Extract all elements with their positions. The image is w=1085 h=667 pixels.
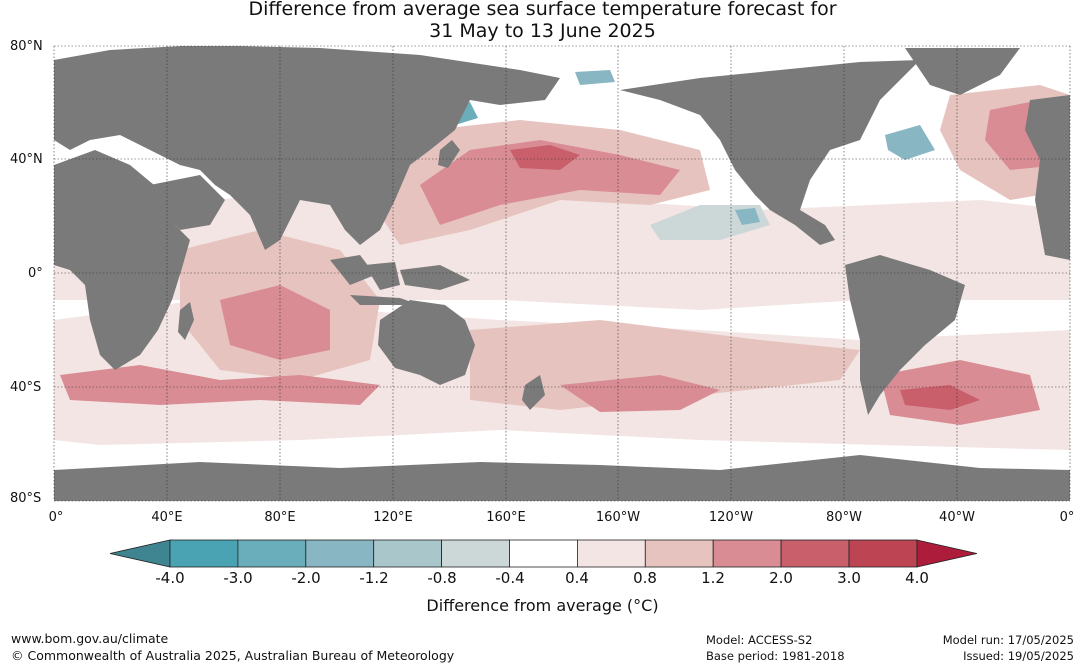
lat-label-40n: 40°N	[10, 152, 43, 167]
warm-anomaly-indian-ocean-core	[220, 285, 330, 360]
lat-label-40s: 40°S	[10, 380, 42, 395]
land-madagascar	[178, 302, 194, 340]
model-name: Model: ACCESS-S2	[706, 633, 813, 647]
colorbar-tick-label: -0.8	[427, 569, 457, 587]
colorbar-tick-label: -1.2	[359, 569, 389, 587]
map-title-line2: 31 May to 13 June 2025	[429, 20, 656, 42]
land-maritime-continent	[330, 255, 470, 305]
land-south-america	[845, 255, 965, 415]
land-layer	[54, 46, 1070, 501]
colorbar-bin	[237, 539, 307, 568]
colorbar-bin	[509, 539, 578, 568]
colorbar-tick-label: -2.0	[291, 569, 321, 587]
base-period: Base period: 1981-2018	[706, 649, 845, 663]
colorbar-tick-label: 0.8	[633, 569, 657, 587]
lon-label-120e: 120°E	[373, 510, 413, 525]
land-antarctica	[54, 455, 1070, 501]
land-eurasia	[54, 46, 560, 250]
copyright-text: © Commonwealth of Australia 2025, Austra…	[11, 648, 455, 663]
model-run-date: Model run: 17/05/2025	[942, 633, 1074, 647]
warm-anomaly-south-atlantic-hot	[900, 385, 980, 410]
lon-label-120w: 120°W	[708, 510, 754, 525]
lon-label-160w: 160°W	[595, 510, 641, 525]
colorbar-tick-label: -0.4	[495, 569, 525, 587]
colorbar-tick-label: 0.4	[565, 569, 589, 587]
lat-label-80n: 80°N	[10, 39, 43, 54]
colorbar-tick-label: 4.0	[905, 569, 929, 587]
colorbar-bin	[644, 539, 714, 568]
colorbar-tick-label: -3.0	[223, 569, 253, 587]
land-arabia	[150, 175, 225, 230]
colorbar-tick-label: 2.0	[769, 569, 793, 587]
land-africa	[54, 150, 190, 370]
land-europe-east-edge	[1025, 95, 1070, 260]
colorbar-bin	[848, 539, 918, 568]
map-title-line1: Difference from average sea surface temp…	[248, 0, 837, 20]
colorbar-bin	[712, 539, 782, 568]
lon-label-80w: 80°W	[826, 510, 862, 525]
warm-anomaly-south-pacific-core	[560, 375, 720, 412]
issued-date: Issued: 19/05/2025	[963, 649, 1074, 663]
graticule	[53, 45, 1071, 502]
land-north-america	[620, 60, 920, 245]
lon-label-160e: 160°E	[486, 510, 526, 525]
lon-label-40w: 40°W	[939, 510, 975, 525]
colorbar-tick-label: -4.0	[155, 569, 185, 587]
lat-label-80s: 80°S	[10, 491, 42, 506]
warm-anomaly-north-pacific-core	[420, 140, 680, 225]
lon-label-40e: 40°E	[151, 510, 183, 525]
colorbar-bin	[169, 539, 239, 568]
land-australia	[378, 300, 475, 385]
cool-anomaly-bering	[575, 70, 615, 85]
lon-label-0-east: 0°	[1059, 510, 1075, 525]
colorbar-bin	[373, 539, 443, 568]
colorbar	[109, 539, 977, 568]
warm-anomaly-southern-indian	[60, 365, 380, 405]
land-new-zealand	[522, 375, 545, 410]
colorbar-extend-high	[916, 539, 977, 568]
colorbar-bin	[577, 539, 646, 568]
warm-anomaly-north-pacific-hot	[510, 145, 580, 170]
cool-anomaly-labrador	[885, 125, 935, 160]
colorbar-bin	[305, 539, 375, 568]
lon-label-0: 0°	[48, 510, 64, 525]
colorbar-tick-label: 3.0	[837, 569, 861, 587]
cool-anomaly-east-pacific-core	[735, 208, 760, 225]
colorbar-bin	[441, 539, 510, 568]
colorbar-tick-label: 1.2	[701, 569, 725, 587]
land-greenland	[905, 48, 1020, 95]
website-link[interactable]: www.bom.gov.au/climate	[11, 631, 169, 646]
colorbar-extend-low	[109, 539, 171, 568]
lat-label-equator: 0°	[28, 266, 43, 281]
lon-label-80e: 80°E	[264, 510, 296, 525]
colorbar-bin	[780, 539, 850, 568]
land-japan	[438, 140, 460, 168]
colorbar-title: Difference from average (°C)	[426, 596, 659, 615]
